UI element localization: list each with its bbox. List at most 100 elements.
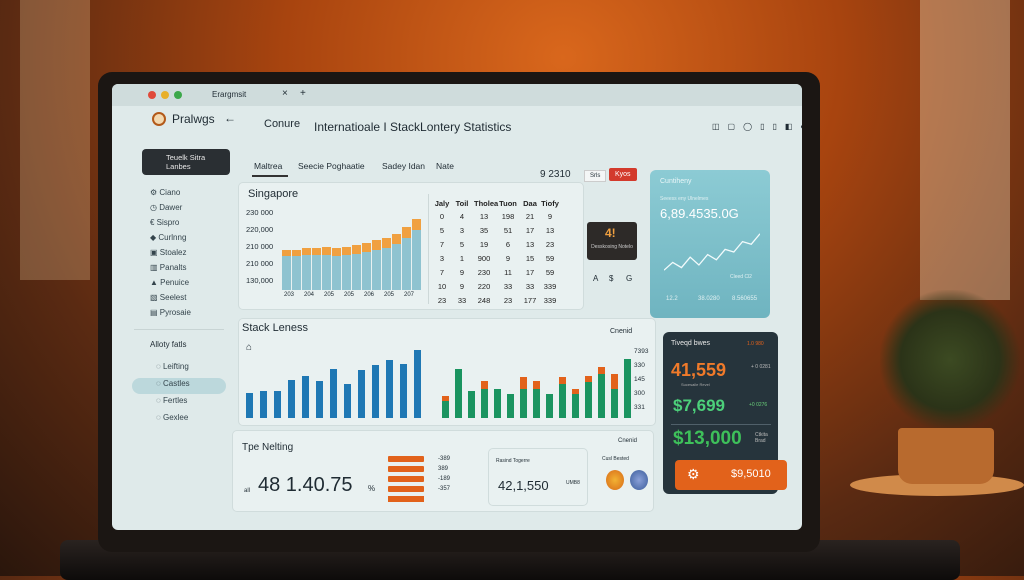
header-icons[interactable]: ◫▢◯▯▯◧● [712, 122, 802, 131]
orange-bar-segment [520, 377, 527, 390]
singapore-card [238, 182, 584, 310]
red-button[interactable]: Kyos [609, 168, 637, 181]
mini-icon[interactable]: G [626, 274, 633, 283]
table-cell: 11 [504, 268, 512, 277]
table-cell: 23 [503, 296, 513, 305]
table-cell: 6 [505, 240, 511, 249]
singapore-bar [342, 255, 351, 290]
y-tick: 145 [634, 376, 645, 383]
table-header: Tiofy [541, 199, 559, 208]
sidebar-icon: € [150, 218, 157, 227]
singapore-bar-top [312, 247, 321, 255]
browser-tab[interactable]: Erargmsit [212, 90, 247, 99]
sidebar-lower-item[interactable]: ◌ Gexlee [156, 413, 189, 422]
sidebar-item-active[interactable]: Teuelk Sitra Lanbes [142, 149, 230, 175]
green-bar [611, 389, 618, 418]
singapore-chart [282, 214, 424, 290]
window-light [920, 0, 1010, 300]
sidebar-item[interactable]: ▣ Stoalez [150, 248, 187, 257]
x-tick: 203 [284, 292, 295, 298]
sidebar-item[interactable]: ▧ Seelest [150, 293, 187, 302]
sidebar-icon: ◷ [150, 203, 160, 212]
blue-bar [344, 384, 351, 418]
singapore-bar [412, 230, 421, 290]
tab[interactable]: Sadey Idan [382, 161, 426, 171]
mini-icon[interactable]: $ [609, 274, 614, 283]
teal-value: 6,89.4535.0G [660, 206, 739, 221]
h-bar [388, 466, 424, 472]
back-icon[interactable]: ← [224, 111, 236, 125]
table-cell: 7 [439, 268, 445, 277]
tab[interactable]: Seecie Poghaatie [298, 161, 365, 171]
sidebar-item[interactable]: ⚙ Ciano [150, 188, 181, 197]
table-cell: 9 [505, 254, 511, 263]
x-tick: 207 [404, 292, 415, 298]
singapore-bar-top [382, 238, 391, 248]
green-bar [624, 358, 631, 418]
tab[interactable]: Maltrea [254, 161, 283, 171]
sidebar-item[interactable]: ▥ Panalts [150, 263, 187, 272]
new-tab-icon[interactable]: + [300, 88, 306, 99]
blue-bar [246, 392, 253, 418]
singapore-bar [282, 256, 291, 290]
h-bar [388, 476, 424, 482]
green-bar [546, 394, 553, 418]
close-tab-icon[interactable]: × [282, 88, 288, 99]
table-cell: 23 [545, 240, 555, 249]
sidebar-icon: ▣ [150, 248, 160, 257]
table-cell: 23 [437, 296, 447, 305]
section-title: Conure [264, 118, 301, 130]
singapore-bar-top [282, 250, 291, 256]
cta-button[interactable]: ⚙ $9,5010 [675, 460, 787, 490]
divider [428, 194, 429, 304]
screen: Erargmsit × + Pralwgs ← Conure Internati… [112, 84, 802, 530]
h-bar [388, 496, 424, 502]
h-bar-label: -357 [438, 486, 451, 492]
close-window-icon[interactable] [148, 91, 156, 99]
y-tick: 220,000 [246, 225, 274, 234]
table-cell: 59 [545, 268, 555, 277]
logo-icon [152, 112, 166, 126]
mini-stat-card[interactable]: 4! Desskosing Notelo [587, 222, 637, 260]
green-bar [468, 390, 475, 418]
sidebar-item[interactable]: ◆ Curlnng [150, 233, 187, 242]
sidebar-item[interactable]: ◷ Dawer [150, 203, 183, 212]
blue-shield-icon[interactable] [630, 470, 648, 490]
maximize-window-icon[interactable] [174, 91, 182, 99]
mid-stat-card [488, 448, 588, 506]
stack-legend: Cnenid [610, 328, 633, 335]
teal-line-chart [664, 233, 760, 271]
dark-stat-card: Tiveqd bwes 1.0 980 41,559 + 0 0281 Suce… [663, 332, 787, 494]
table-cell: 7 [439, 240, 445, 249]
sidebar-icon: ◌ [156, 413, 163, 422]
table-cell: 339 [543, 282, 557, 291]
tab[interactable]: Nate [436, 161, 454, 171]
sidebar-item[interactable]: € Sispro [150, 218, 180, 227]
singapore-bar [372, 250, 381, 290]
table-cell: 33 [457, 296, 467, 305]
green-bar [481, 389, 488, 418]
orange-cube-icon[interactable] [606, 470, 624, 490]
teal-line [664, 233, 760, 271]
bottom-title: Tpe Nelting [242, 442, 294, 453]
sidebar-lower-item[interactable]: ◌ Castles [156, 379, 190, 388]
blue-bar [358, 370, 365, 418]
sidebar-icon: ▤ [150, 308, 160, 317]
small-button[interactable]: Srls [584, 170, 607, 182]
green-bar [520, 389, 527, 418]
singapore-bar [332, 256, 341, 290]
blue-bar [400, 363, 407, 418]
minimize-window-icon[interactable] [161, 91, 169, 99]
blue-bar [274, 390, 281, 418]
y-tick: 130,000 [246, 276, 274, 285]
sidebar-lower-item[interactable]: ◌ Fertles [156, 396, 188, 405]
table-cell: 3 [459, 226, 465, 235]
sidebar-item[interactable]: ▲ Penuice [150, 278, 190, 287]
sidebar-item[interactable]: ▤ Pyrosaie [150, 308, 191, 317]
sidebar-lower-item[interactable]: ◌ Leifting [156, 362, 189, 371]
x-tick: 205 [344, 292, 355, 298]
sidebar-lower-active-bg [132, 378, 226, 394]
bottom-big-value: 48 1.40.75 [258, 474, 353, 496]
mini-icon[interactable]: A [593, 274, 599, 283]
blue-bar [302, 375, 309, 418]
